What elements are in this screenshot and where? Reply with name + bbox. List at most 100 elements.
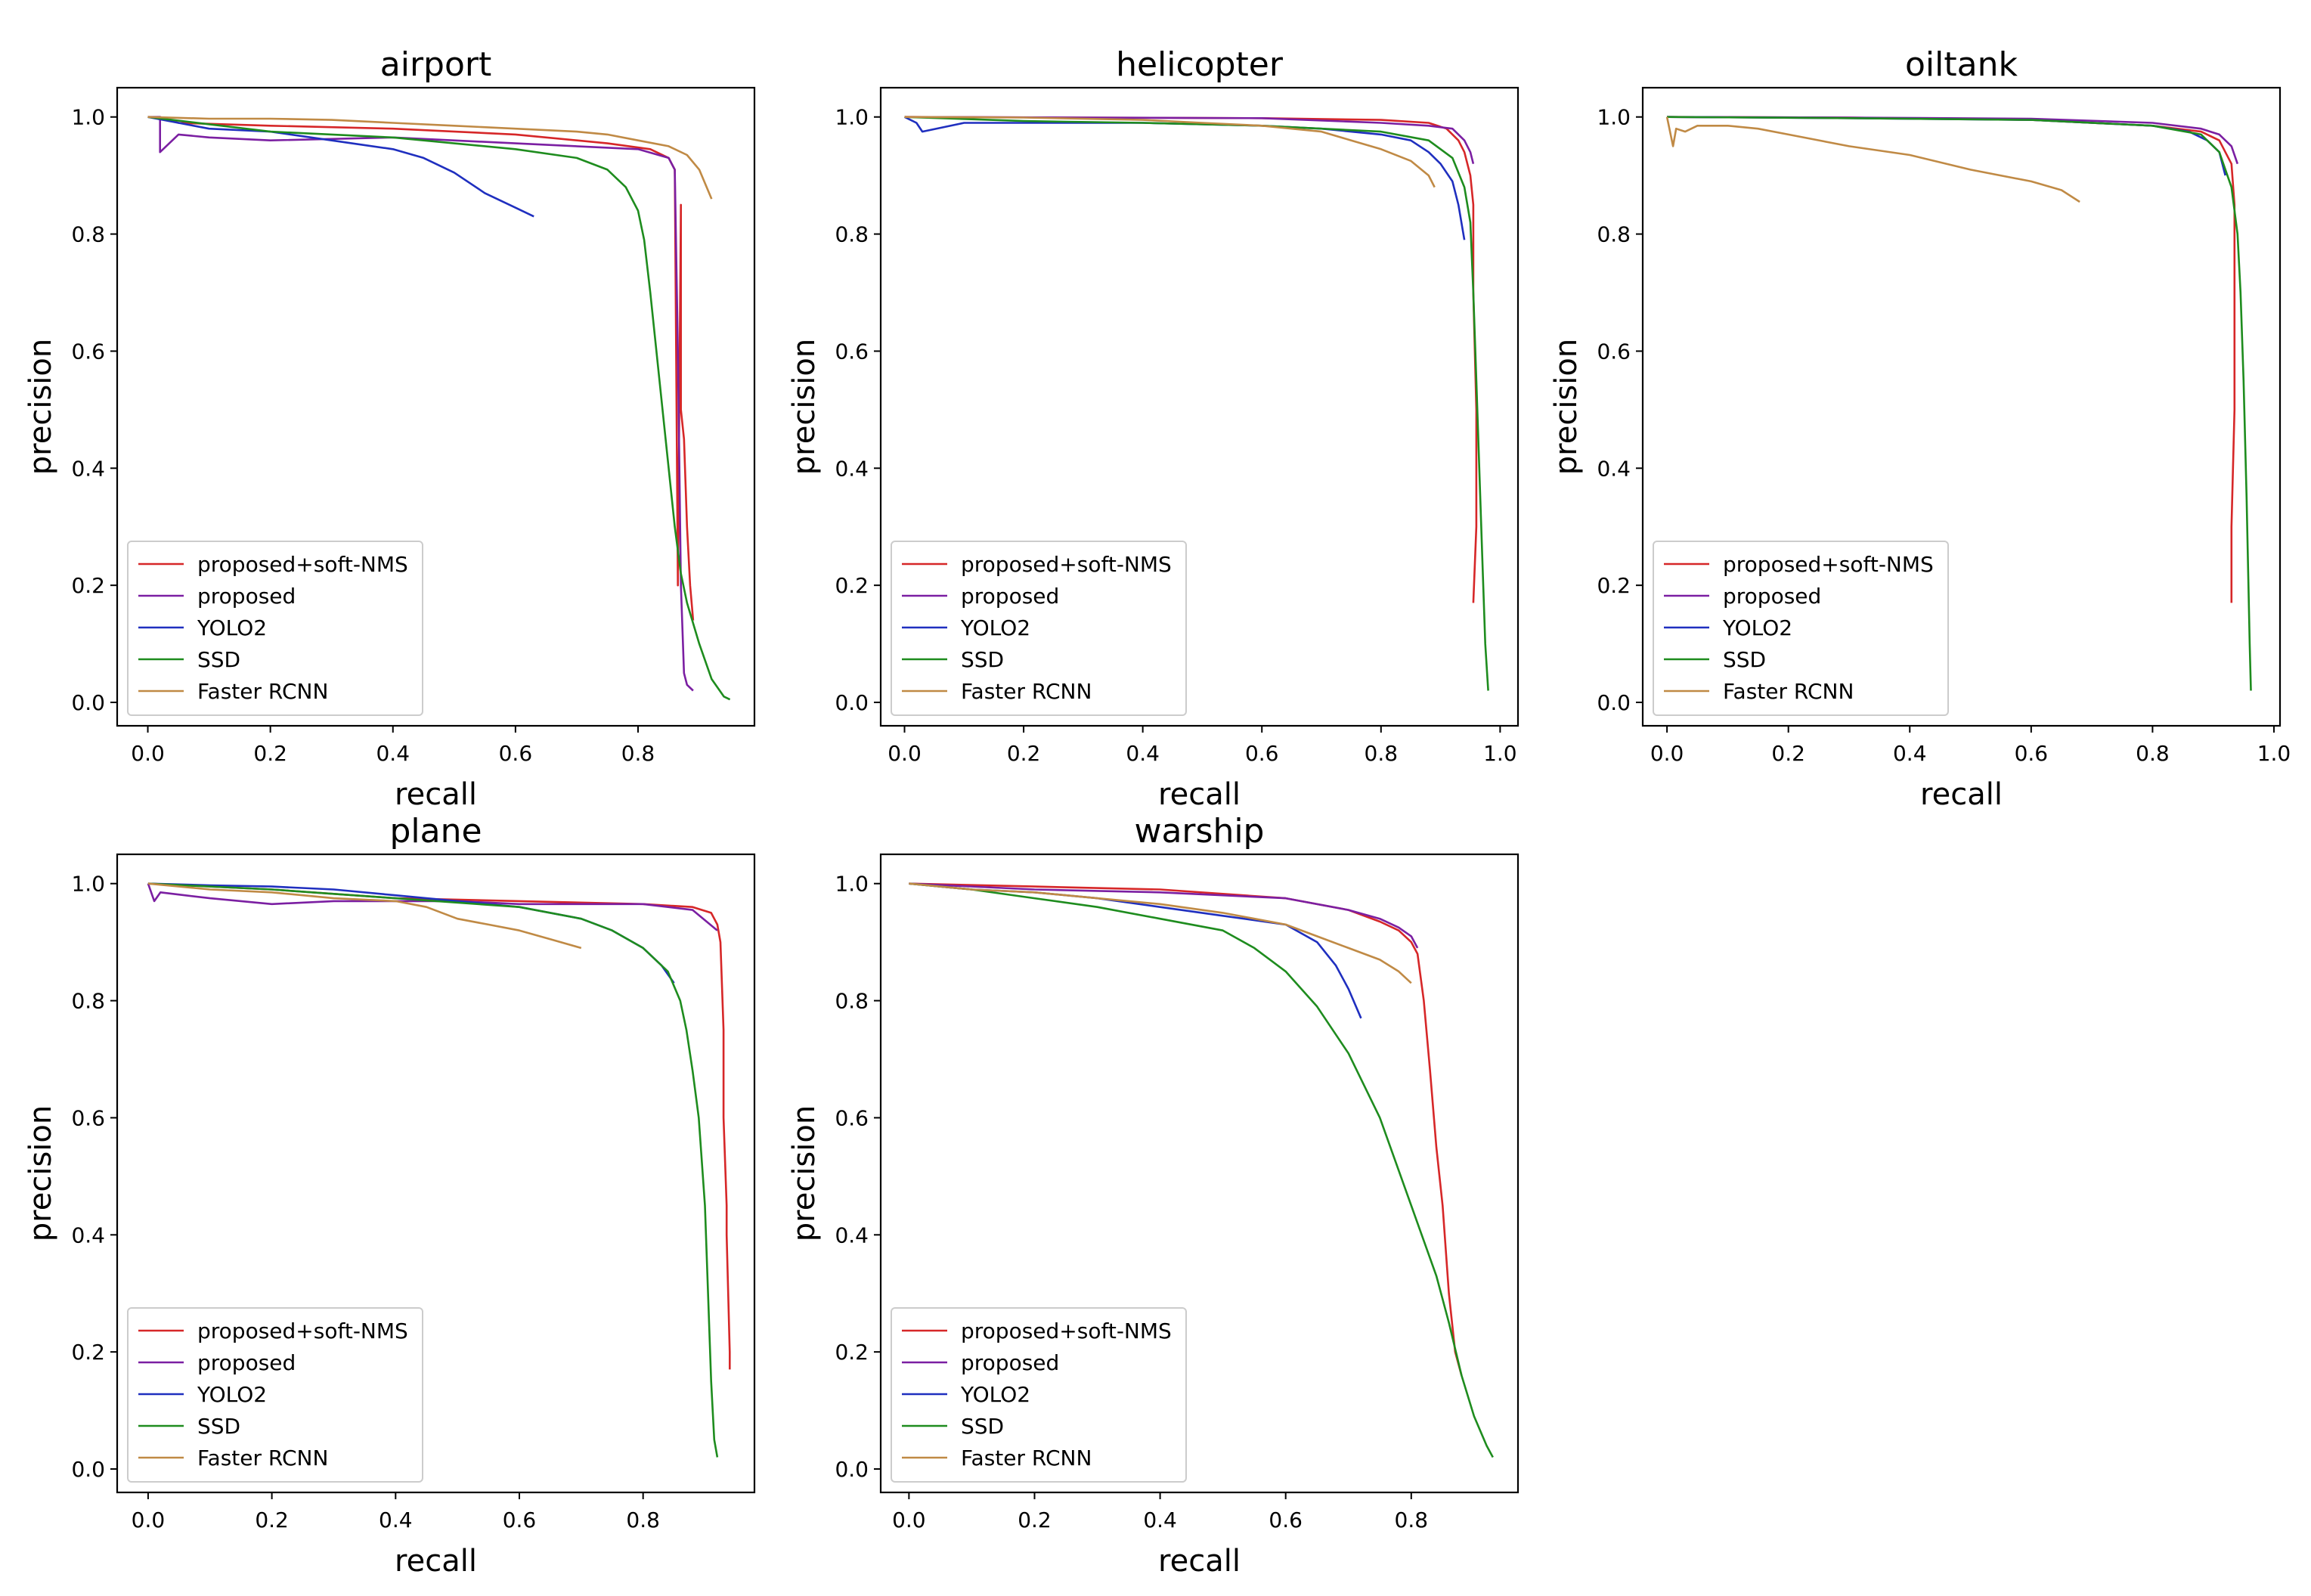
x-tick-label: 0.6 [503,1508,537,1532]
x-tick-label: 0.2 [255,1508,289,1532]
x-tick-label: 0.4 [379,1508,413,1532]
series-line-ssd [147,116,731,701]
chart-title: plane [389,812,482,851]
legend-label: SSD [961,647,1004,672]
y-tick-label: 0.4 [71,1223,105,1247]
x-axis-label: recall [395,777,477,812]
y-tick-label: 1.0 [71,872,105,897]
y-tick-label: 0.6 [71,339,105,364]
plot-frame [116,86,756,727]
series-line-proposed-soft-nms [904,116,1478,603]
legend-label: YOLO2 [960,1382,1030,1407]
y-axis-label: precision [23,1105,58,1241]
legend-label: proposed+soft-NMS [961,552,1172,577]
x-tick-label: 0.6 [1245,741,1279,766]
legend: proposed+soft-NMS proposed YOLO2 SSD Faster … [127,541,423,716]
x-tick-label: 0.8 [2136,741,2170,766]
legend: proposed+soft-NMS proposed YOLO2 SSD Faster … [1653,541,1949,716]
y-tick-label: 0.0 [71,1457,105,1482]
x-axis-label: recall [395,1544,477,1579]
x-tick-label: 0.6 [499,741,533,766]
y-axis-label: precision [787,339,822,475]
x-tick-label: 0.8 [1395,1508,1429,1532]
series-line-proposed [147,883,718,931]
y-tick-label: 0.6 [835,339,869,364]
plot-frame [879,86,1519,727]
series-line-proposed [904,116,1475,165]
legend-label: proposed [197,1350,296,1375]
y-tick-label: 0.6 [1597,339,1631,364]
y-tick-label: 0.8 [71,989,105,1014]
chart-title: warship [1134,812,1264,851]
y-tick-label: 0.8 [835,222,869,247]
x-tick-label: 0.4 [376,741,410,766]
y-tick-label: 0.6 [71,1105,105,1130]
x-tick-label: 0.2 [1007,741,1041,766]
y-tick-label: 0.0 [835,690,869,715]
x-tick-label: 0.6 [1269,1508,1303,1532]
x-tick-label: 0.8 [1365,741,1399,766]
y-tick-label: 0.8 [835,989,869,1014]
legend-label: YOLO2 [960,615,1030,640]
x-tick-label: 0.0 [132,1508,166,1532]
x-axis-label: recall [1920,777,2003,812]
legend-label: proposed+soft-NMS [197,1319,408,1343]
legend-label: proposed+soft-NMS [197,552,408,577]
legend-label: SSD [961,1414,1004,1439]
y-tick-label: 0.0 [835,1457,869,1482]
legend-label: YOLO2 [1722,615,1792,640]
x-tick-label: 1.0 [2257,741,2291,766]
y-tick-label: 0.2 [835,573,869,598]
x-tick-label: 0.0 [888,741,922,766]
legend-box [127,1307,423,1483]
series-line-faster-rcnn [1665,116,2080,203]
series-line-yolo2 [903,116,1466,240]
x-tick-label: 0.8 [626,1508,660,1532]
legend: proposed+soft-NMS proposed YOLO2 SSD Faster … [891,541,1187,716]
legend-label: Faster RCNN [961,679,1092,704]
chart-panel-oiltank: oiltank recall precision 0.0 0.2 0.4 0.6 0.8 1.0… [1549,45,2291,812]
series-line-yolo2 [147,116,534,218]
series-line-proposed-soft-nms [1667,116,2236,603]
y-tick-label: 0.4 [835,456,869,481]
y-tick-label: 0.4 [835,1223,869,1247]
series-line-faster-rcnn [909,882,1412,984]
y-tick-label: 0.2 [1597,573,1631,598]
chart-panel-warship: warship recall precision 0.0 0.2 0.4 0.6 0.8 0.0… [787,812,1519,1579]
legend: proposed+soft-NMS proposed YOLO2 SSD Faster … [127,1307,423,1483]
x-tick-label: 0.4 [1126,741,1160,766]
y-tick-label: 0.4 [1597,456,1631,481]
series-line-faster-rcnn [147,882,582,950]
x-tick-label: 0.2 [253,741,287,766]
y-tick-label: 0.6 [835,1105,869,1130]
legend-box [891,1307,1187,1483]
x-tick-label: 0.2 [1771,741,1805,766]
y-axis-label: precision [787,1105,822,1241]
plot-frame [116,853,756,1494]
x-tick-label: 0.4 [1143,1508,1177,1532]
legend: proposed+soft-NMS proposed YOLO2 SSD Faster … [891,1307,1187,1483]
x-tick-label: 0.0 [892,1508,926,1532]
x-tick-label: 0.0 [131,741,165,766]
series-line-proposed [147,116,694,692]
legend-label: proposed [197,584,296,609]
legend-label: SSD [197,1414,240,1439]
series-line-proposed-soft-nms [909,882,1463,1376]
y-tick-label: 0.2 [835,1340,869,1365]
legend-label: Faster RCNN [197,1446,328,1470]
series-line-proposed [909,882,1419,949]
y-axis-label: precision [1549,339,1584,475]
legend-label: SSD [197,647,240,672]
legend-label: SSD [1723,647,1766,672]
x-tick-label: 0.8 [621,741,655,766]
y-tick-label: 0.8 [71,222,105,247]
series-line-ssd [904,116,1489,691]
series-line-ssd [909,882,1494,1458]
y-tick-label: 1.0 [71,105,105,130]
legend-box [127,541,423,716]
chart-title: helicopter [1116,45,1284,84]
y-tick-label: 0.8 [1597,222,1631,247]
chart-title: airport [380,45,491,84]
x-axis-label: recall [1158,777,1241,812]
